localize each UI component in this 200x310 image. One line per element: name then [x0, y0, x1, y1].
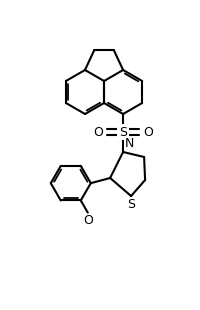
Text: O: O — [93, 126, 103, 139]
Text: O: O — [143, 126, 153, 139]
Text: O: O — [83, 214, 93, 227]
Text: S: S — [127, 198, 135, 211]
Text: S: S — [119, 126, 127, 139]
Text: N: N — [125, 137, 134, 150]
